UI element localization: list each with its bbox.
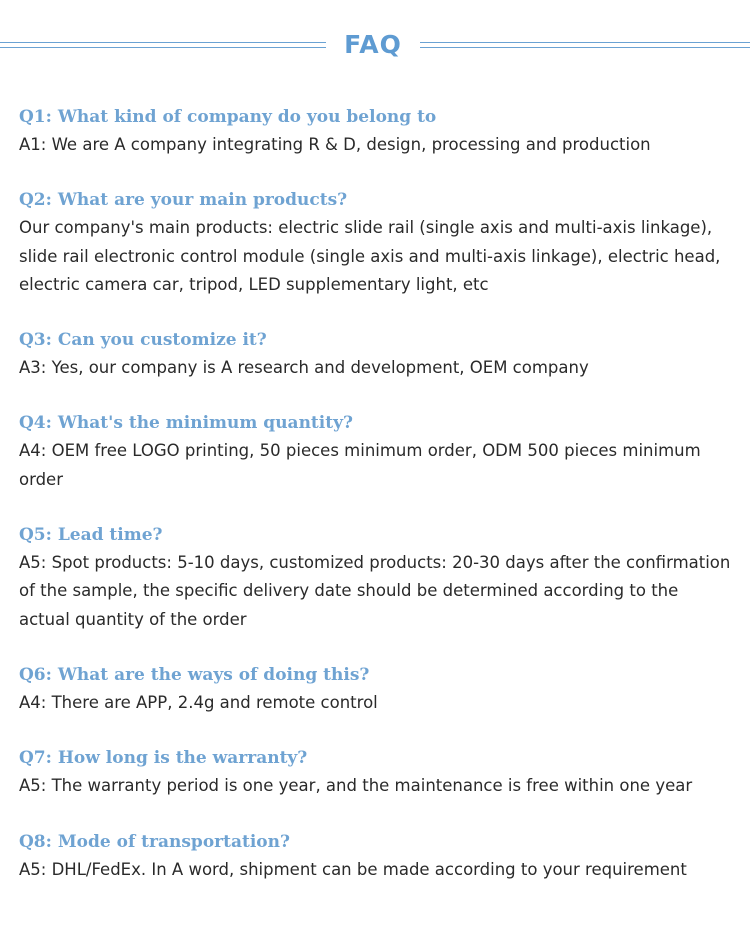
page-title: FAQ <box>344 30 402 59</box>
faq-question: Q2: What are your main products? <box>19 190 348 211</box>
faq-item-5: Q5: Lead time? A5: Spot products: 5-10 d… <box>19 521 734 634</box>
faq-question: Q7: How long is the warranty? <box>19 748 308 769</box>
faq-question: Q1: What kind of company do you belong t… <box>19 107 437 127</box>
faq-header: FAQ <box>0 0 750 96</box>
faq-item-1: Q1: What kind of company do you belong t… <box>19 103 734 159</box>
faq-answer: A1: We are A company integrating R & D, … <box>19 135 651 154</box>
header-divider-left <box>0 42 326 48</box>
faq-question: Q4: What's the minimum quantity? <box>19 413 353 434</box>
faq-item-6: Q6: What are the ways of doing this? A4:… <box>19 661 734 717</box>
faq-question: Q8: Mode of transportation? <box>19 831 290 852</box>
faq-item-2: Q2: What are your main products? Our com… <box>19 186 734 299</box>
faq-item-3: Q3: Can you customize it? A3: Yes, our c… <box>19 326 734 382</box>
faq-question: Q3: Can you customize it? <box>19 330 267 351</box>
faq-answer: A5: Spot products: 5-10 days, customized… <box>19 553 731 629</box>
header-divider-right <box>420 42 750 48</box>
faq-answer: A5: The warranty period is one year, and… <box>19 776 693 796</box>
faq-question: Q6: What are the ways of doing this? <box>19 664 370 685</box>
faq-question: Q5: Lead time? <box>19 525 163 546</box>
faq-answer: A5: DHL/FedEx. In A word, shipment can b… <box>19 859 687 879</box>
faq-answer: A4: There are APP, 2.4g and remote contr… <box>19 692 378 712</box>
faq-item-7: Q7: How long is the warranty? A5: The wa… <box>19 744 734 800</box>
faq-item-4: Q4: What's the minimum quantity? A4: OEM… <box>19 409 734 494</box>
faq-item-8: Q8: Mode of transportation? A5: DHL/FedE… <box>19 828 734 884</box>
faq-answer: A4: OEM free LOGO printing, 50 pieces mi… <box>19 441 701 489</box>
faq-answer: A3: Yes, our company is A research and d… <box>19 358 589 378</box>
faq-list: Q1: What kind of company do you belong t… <box>19 103 734 911</box>
faq-answer: Our company's main products: electric sl… <box>19 218 721 294</box>
